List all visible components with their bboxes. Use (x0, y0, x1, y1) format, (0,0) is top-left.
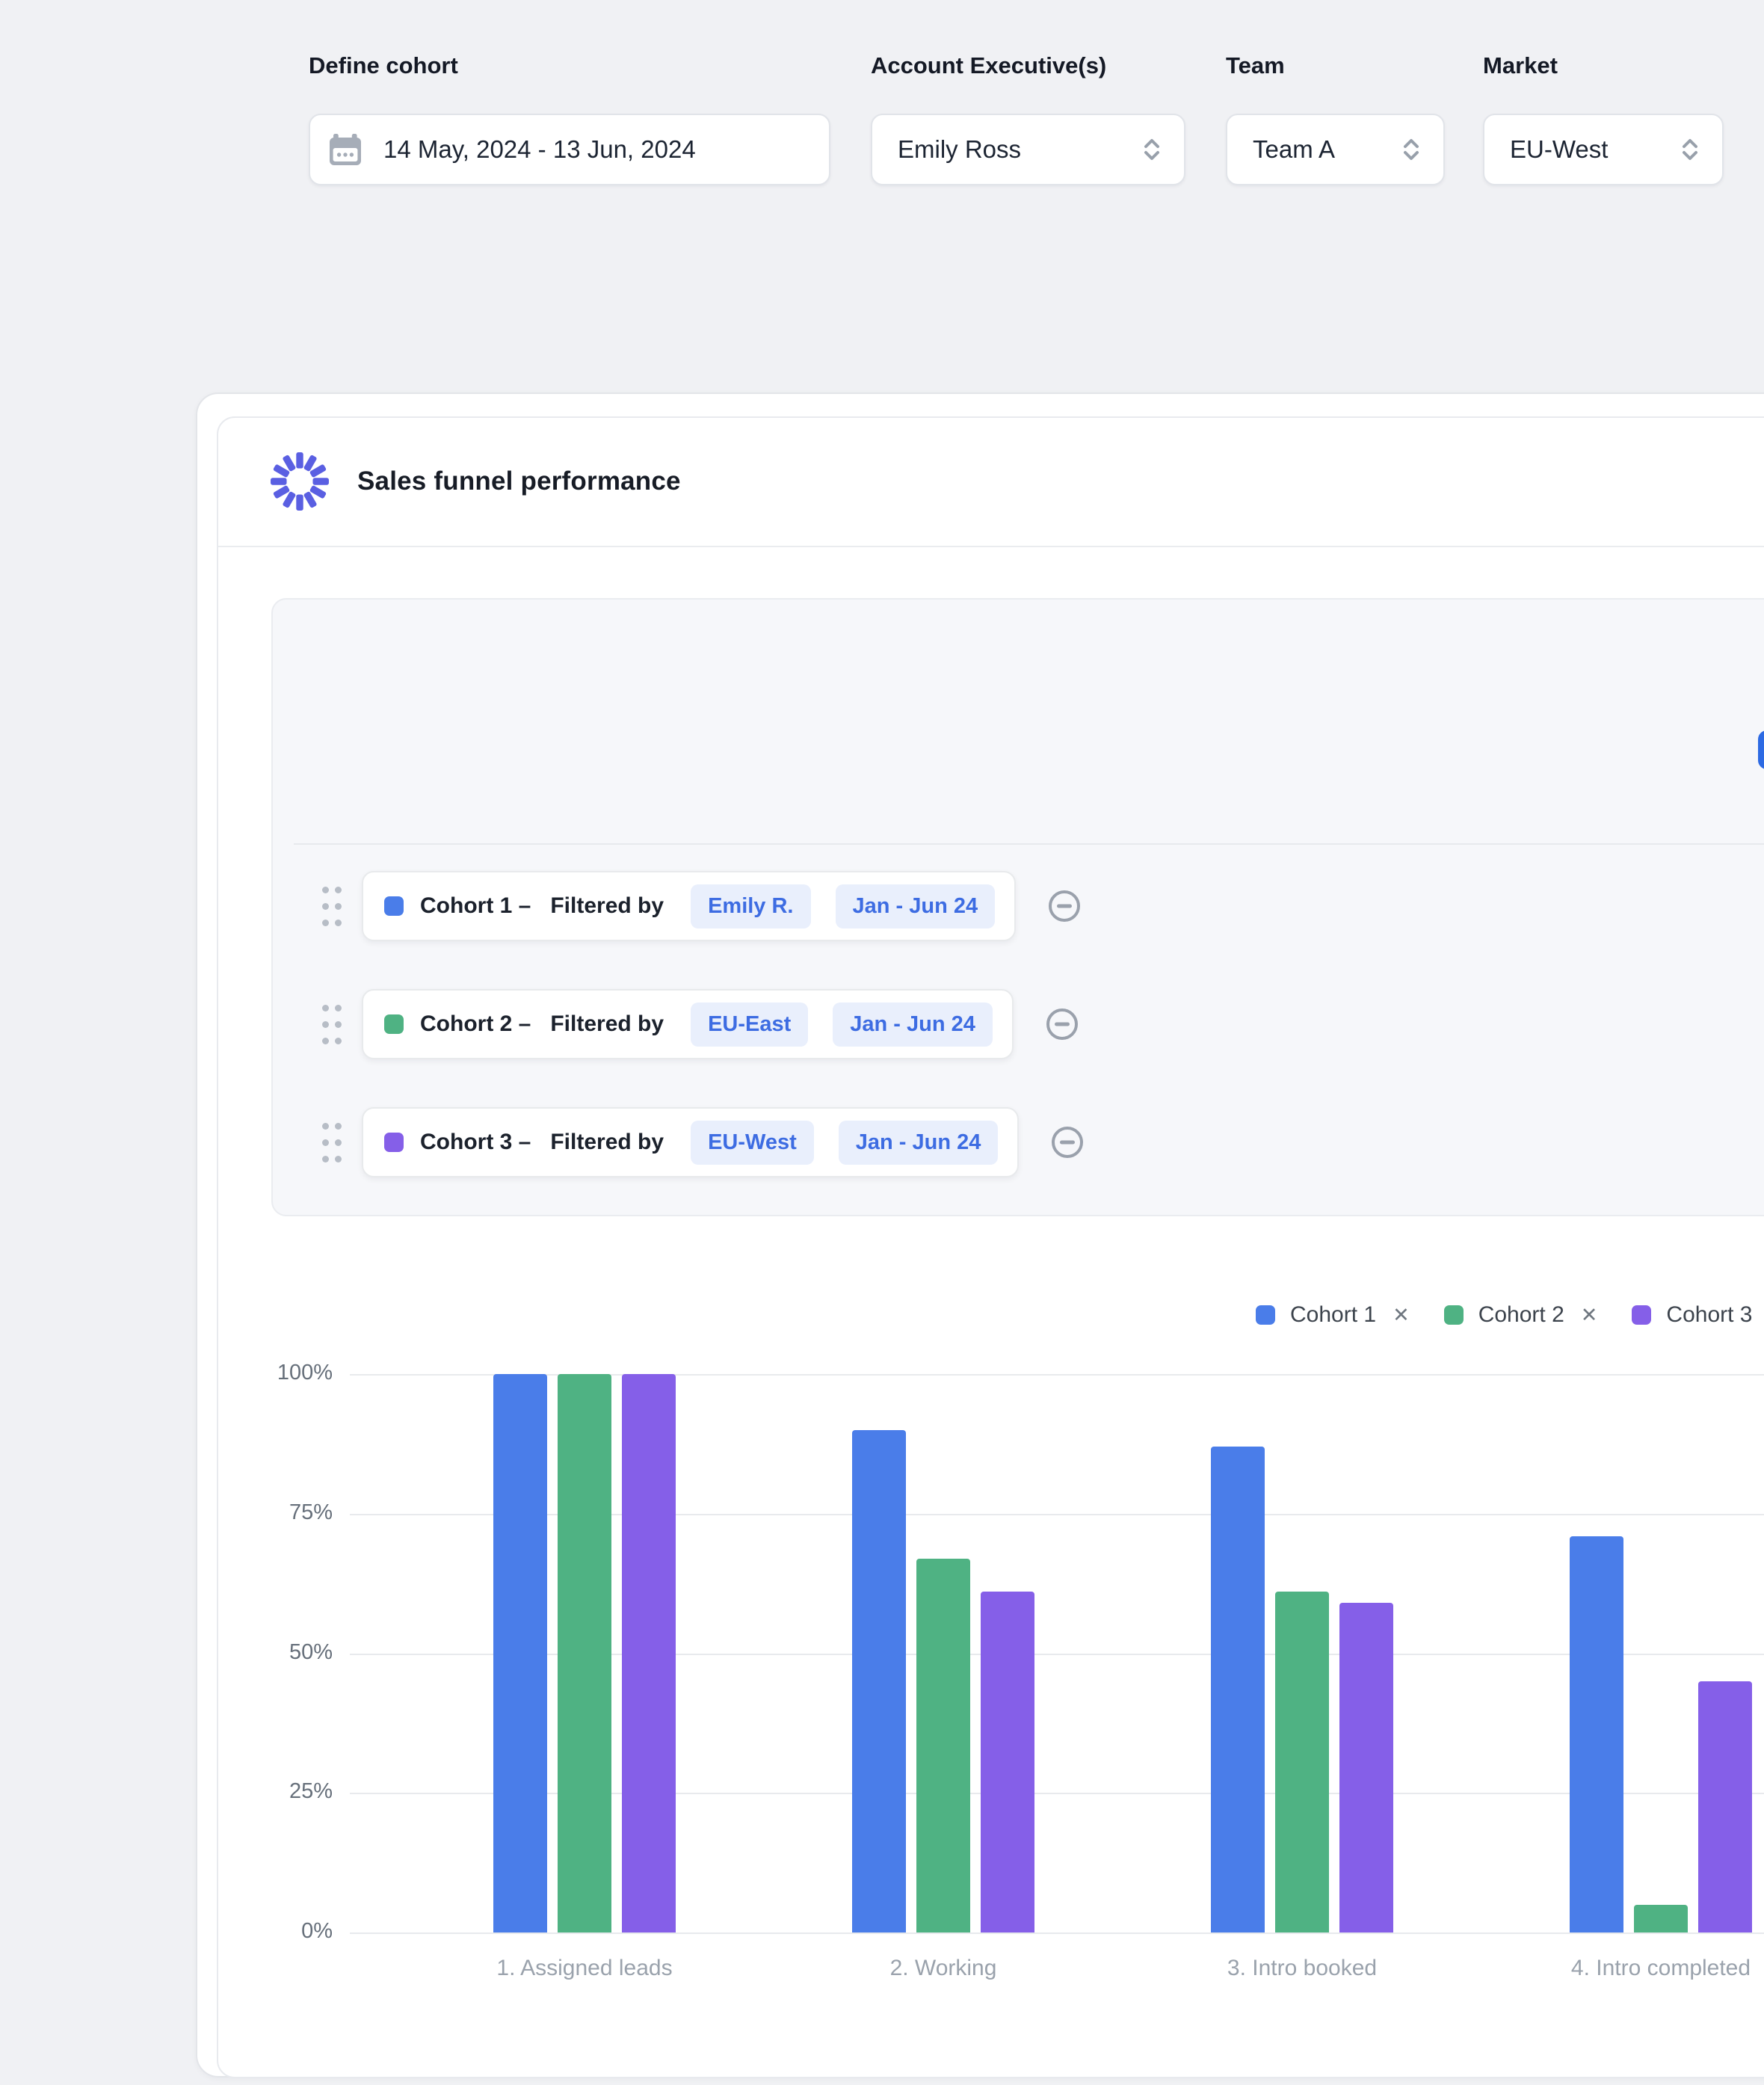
burst-logo-icon (271, 452, 329, 511)
bar-cohort-1 (493, 1374, 547, 1932)
bar-cohort-3 (622, 1374, 676, 1932)
date-range-input[interactable]: 14 May, 2024 - 13 Jun, 2024 (309, 114, 830, 185)
legend-close-icon[interactable]: ✕ (1393, 1303, 1410, 1326)
filtered-by-label: Filtered by (550, 893, 664, 918)
chevron-up-down-icon (1404, 139, 1419, 160)
y-axis-tick-label: 25% (289, 1779, 333, 1804)
bar-cohort-1 (1211, 1447, 1265, 1932)
bar-cohort-2 (1275, 1592, 1329, 1932)
page-title: Sales funnel performance (357, 466, 681, 496)
market-select[interactable]: EU-West (1483, 114, 1724, 185)
funnel-bar-chart: 100% 75% 50% 25% 0% 1. Assigned leads 2. Worki… (0, 1361, 1764, 2047)
team-label: Team (1226, 52, 1285, 78)
legend-color-swatch (1443, 1305, 1464, 1325)
y-axis-tick-label: 75% (289, 1500, 333, 1524)
market-value: EU-West (1510, 135, 1609, 163)
x-axis-category-label: 4. Intro completed (1570, 1956, 1751, 1980)
cohort-filter-tag[interactable]: Jan - Jun 24 (833, 1002, 993, 1047)
x-axis-category-label: 2. Working (889, 1956, 997, 1980)
legend-close-icon[interactable]: ✕ (1580, 1303, 1598, 1326)
cohort-row: Cohort 2 – Filtered by EU-East Jan - Jun … (319, 989, 1078, 1059)
minus-icon (1060, 1140, 1076, 1145)
cohort-filter-tag[interactable]: Jan - Jun 24 (838, 1120, 999, 1165)
bar-cohort-1 (852, 1430, 906, 1932)
bar-cohort-3 (1698, 1681, 1752, 1932)
cohort-row: Cohort 1 – Filtered by Emily R. Jan - Jun… (319, 871, 1081, 941)
gridline (350, 1513, 1764, 1515)
market-label: Market (1483, 52, 1558, 78)
panel-divider (294, 843, 1764, 845)
x-axis-category-label: 1. Assigned leads (496, 1956, 673, 1980)
chart-legend: Cohort 1 ✕ Cohort 2 ✕ Cohort 3 ✕ (1256, 1302, 1764, 1328)
minus-icon (1054, 1022, 1070, 1026)
drag-handle-icon[interactable] (319, 1000, 345, 1049)
legend-label: Cohort 2 (1478, 1302, 1564, 1327)
bar-cohort-2 (558, 1374, 611, 1932)
filtered-by-label: Filtered by (550, 1130, 664, 1154)
filtered-by-label: Filtered by (550, 1011, 664, 1036)
define-cohort-label: Define cohort (309, 52, 458, 78)
date-range-value: 14 May, 2024 - 13 Jun, 2024 (383, 135, 696, 163)
legend-item: Cohort 3 ✕ (1632, 1302, 1764, 1328)
drag-handle-icon[interactable] (319, 1118, 345, 1167)
cohort-card[interactable]: Cohort 1 – Filtered by Emily R. Jan - Jun… (362, 871, 1017, 941)
remove-cohort-button[interactable] (1052, 1127, 1084, 1158)
team-value: Team A (1253, 135, 1336, 163)
legend-label: Cohort 1 (1290, 1302, 1377, 1327)
widget-header: Sales funnel performance (217, 416, 1764, 546)
bar-cohort-2 (1634, 1905, 1688, 1932)
header-divider (218, 546, 1764, 547)
cohort-name: Cohort 1 – (420, 893, 531, 918)
cohort-filter-tag[interactable]: EU-East (691, 1002, 809, 1047)
account-exec-label: Account Executive(s) (871, 52, 1107, 78)
cohort-color-swatch (384, 1014, 404, 1034)
chevron-up-down-icon (1144, 139, 1159, 160)
cohort-name: Cohort 2 – (420, 1011, 531, 1036)
account-exec-select[interactable]: Emily Ross (871, 114, 1185, 185)
cohort-row: Cohort 3 – Filtered by EU-West Jan - Jun … (319, 1107, 1084, 1177)
legend-color-swatch (1256, 1305, 1275, 1325)
gridline (350, 1793, 1764, 1795)
y-axis-tick-label: 100% (277, 1361, 333, 1385)
remove-cohort-button[interactable] (1046, 1008, 1078, 1040)
chevron-up-down-icon (1683, 139, 1697, 160)
minus-icon (1057, 904, 1073, 908)
cohort-color-swatch (384, 896, 404, 916)
remove-cohort-button[interactable] (1049, 890, 1081, 922)
legend-label: Cohort 3 (1666, 1302, 1753, 1327)
bar-cohort-3 (981, 1592, 1034, 1932)
bar-cohort-3 (1339, 1603, 1393, 1932)
cohort-filter-tag[interactable]: Jan - Jun 24 (835, 884, 996, 928)
gridline (350, 1932, 1764, 1934)
y-axis-tick-label: 50% (289, 1639, 333, 1664)
legend-color-swatch (1632, 1305, 1652, 1325)
calendar-icon (330, 134, 361, 165)
x-axis-category-label: 3. Intro booked (1227, 1956, 1378, 1980)
legend-item: Cohort 2 ✕ (1443, 1302, 1598, 1328)
bar-cohort-1 (1570, 1536, 1623, 1932)
cohort-color-swatch (384, 1133, 404, 1152)
team-select[interactable]: Team A (1226, 114, 1445, 185)
cohort-filter-tag[interactable]: Emily R. (691, 884, 811, 928)
y-axis-tick-label: 0% (301, 1919, 333, 1943)
account-exec-value: Emily Ross (898, 135, 1022, 163)
cohort-card[interactable]: Cohort 2 – Filtered by EU-East Jan - Jun … (362, 989, 1014, 1059)
bar-cohort-2 (916, 1559, 970, 1932)
gridline (350, 1653, 1764, 1655)
cohort-filter-tag[interactable]: EU-West (691, 1120, 814, 1165)
drag-handle-icon[interactable] (319, 881, 345, 931)
legend-item: Cohort 1 ✕ (1256, 1302, 1410, 1328)
gridline (350, 1374, 1764, 1376)
cohort-name: Cohort 3 – (420, 1130, 531, 1154)
cohort-card[interactable]: Cohort 3 – Filtered by EU-West Jan - Jun … (362, 1107, 1020, 1177)
add-filter-button[interactable] (1758, 730, 1764, 769)
